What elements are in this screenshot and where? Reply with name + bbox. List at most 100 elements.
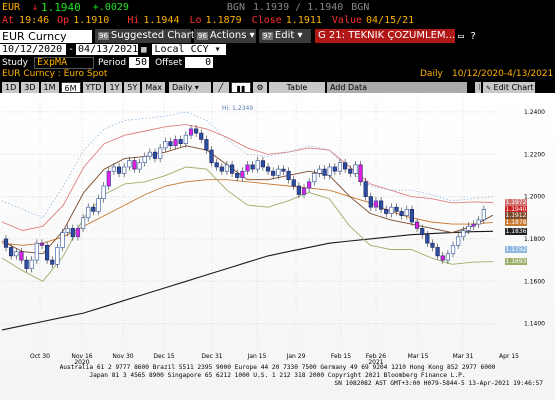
candle-body [86,206,91,219]
candle-body [101,185,106,200]
calendar-icon[interactable]: ▦ [141,44,147,55]
candle-body [435,247,440,257]
candle-body [55,247,60,265]
candle-body [219,166,224,172]
candle-body [430,242,435,248]
candle-body [122,166,127,174]
price-tag: 1.1940 [505,205,527,213]
value-label: Value [331,15,363,26]
range-ytd[interactable]: YTD [82,81,105,93]
start-date-field[interactable]: 10/12/2020 [0,44,66,55]
candle-body [163,141,168,149]
quote-line-1: EUR ↓ 1.1940 +.0029 BGN 1.1939 / 1.1940 … [0,0,555,14]
x-tick-label: Nov 16 [71,353,92,360]
candle-body [9,247,14,257]
candle-body [127,160,132,168]
actions-button[interactable]: 96 Actions ▾ [194,29,256,43]
range-1d[interactable]: 1D [2,81,20,93]
candle-body [204,139,209,151]
candle-body [368,196,373,208]
table-button[interactable]: Table [268,81,325,93]
candle-body [450,244,456,255]
open-label: Op [57,15,70,26]
window-controls-icon[interactable]: ▭ ? [458,30,477,42]
candle-body [327,166,332,176]
edit-button[interactable]: 97 Edit ▾ [259,29,311,43]
quote-line-2: At 19:46 Op 1.1910 Hi 1.1944 Lo 1.1879 C… [0,14,555,27]
candle-body [229,164,235,174]
candle-body [255,160,260,170]
series-line-4 [1,145,494,255]
range-1m[interactable]: 1M [40,81,59,93]
candle-body [24,259,29,269]
candle-body [389,206,394,214]
candle-body [214,162,219,168]
range-5y[interactable]: 5Y [124,81,141,93]
settings-icon[interactable]: ⚙ [252,81,267,93]
y-tick-label: 1.1800 [524,236,545,243]
offset-field[interactable]: 0 [185,57,214,68]
quote-time: 19:46 [19,15,50,26]
line-chart-icon[interactable]: ╱ [212,81,229,93]
x-tick-label: Feb 15 [331,353,351,360]
candle-body [312,173,317,183]
date-range-row: 10/12/2020 - 04/13/2021 ▦ Local CCY ▾ [0,43,555,56]
candle-body [337,162,343,172]
suggested-charts-button[interactable]: 96 Suggested Charts [95,29,200,43]
candle-body [461,230,466,238]
open-value: 1.1910 [73,15,110,26]
chart-panel[interactable]: 1.2400 1.2200 1.2000 1.1800 1.1600 1.1400 Oct… [0,93,555,400]
candle-body [34,242,39,261]
candle-body [245,164,250,172]
series-line-dotted [1,111,494,219]
security-field[interactable]: EUR Curncy [0,29,92,43]
y-tick-label: 1.2200 [524,151,545,158]
chart-range-label: 10/12/2020-4/13/2021 [452,69,554,79]
x-tick-label: Jan 29 [286,353,306,360]
candle-body [281,168,286,172]
period-label: Period [98,57,127,68]
end-date-field[interactable]: 04/13/2021 [76,44,139,55]
last-price: 1.1940 [41,0,81,14]
candle-body [106,170,111,187]
range-buttons: 1D 3D 1M 6M YTD 1Y 5Y Max [2,81,167,93]
candle-body [322,168,327,176]
range-3d[interactable]: 3D [21,81,39,93]
range-max[interactable]: Max [142,81,165,93]
range-6m[interactable]: 6M [60,81,81,93]
candle-body [29,259,34,269]
high-label: Hi [127,15,140,26]
candle-body [409,209,415,223]
chart-frequency: Daily [420,69,443,79]
price-tag: 1.1972 [505,199,527,207]
add-data-button[interactable]: Add Data [326,81,467,93]
range-1y[interactable]: 1Y [106,81,123,93]
candle-body [358,164,363,183]
candle-body [70,228,75,238]
x-tick-label: Feb 26 [366,353,386,360]
candle-body [168,141,173,147]
close-value: 1.1911 [285,15,322,26]
study-row: Study ExpMA Period 50 Offset 0 [0,56,555,69]
candle-body [183,134,188,144]
bar-chart-icon[interactable]: ▮▮ [230,81,251,93]
price-chart[interactable]: 1.2400 1.2200 1.2000 1.1800 1.1600 1.1400 Oct… [0,93,555,400]
frequency-select[interactable]: Daily ▾ [168,81,211,93]
year-label: 2021 [368,359,383,366]
y-tick-label: 1.1600 [524,278,545,285]
candle-body [194,128,199,134]
low-label: Lo [189,15,202,26]
edit-chart-button[interactable]: ✎ Edit Chart [482,81,535,93]
chart-options-icon[interactable]: ⁝ [474,81,481,93]
study-field[interactable]: ExpMA [34,56,94,69]
ticker: EUR [2,1,21,13]
candle-body [260,160,266,168]
candle-body [425,234,430,244]
candle-body [466,225,471,231]
function-toolbar: EUR Curncy 96 Suggested Charts 96 Actions … [0,28,555,44]
currency-select[interactable]: Local CCY ▾ [152,44,227,55]
x-tick-label: Mar 15 [408,353,429,360]
close-label: Close [251,15,282,26]
period-field[interactable]: 50 [129,57,150,68]
y-tick-label: 1.1400 [524,321,545,328]
